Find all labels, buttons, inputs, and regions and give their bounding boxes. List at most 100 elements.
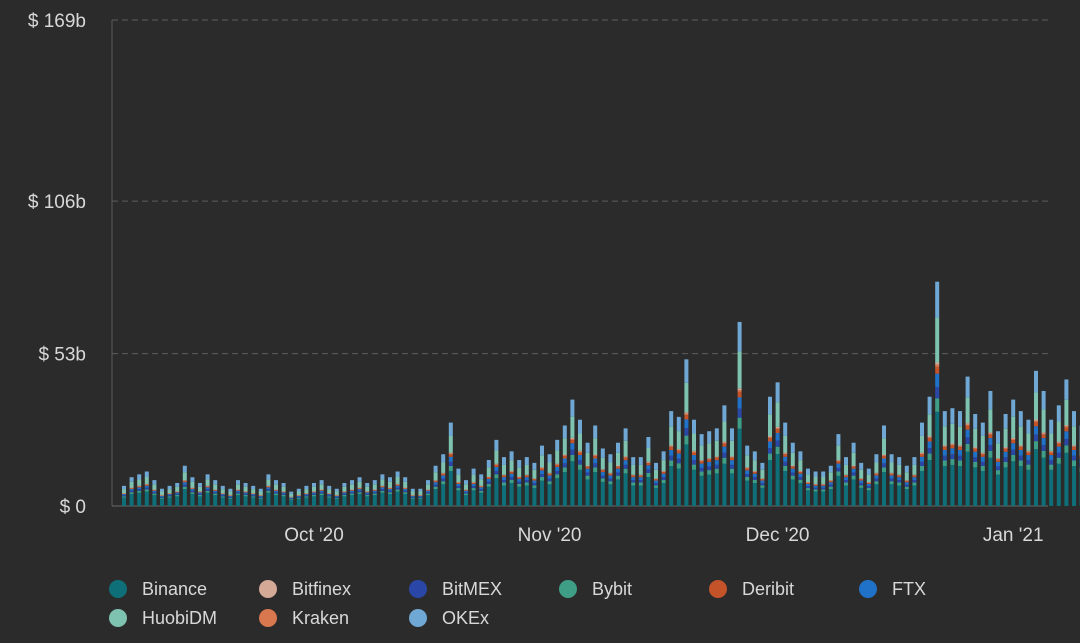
bar-segment-bitfinex (1072, 445, 1076, 447)
bar-segment-huobidm (441, 462, 446, 473)
legend-swatch (409, 580, 427, 598)
bar-segment-binance (471, 490, 476, 506)
bar-segment-ftx (304, 494, 309, 496)
legend-item[interactable]: Binance (109, 579, 207, 599)
bar-stack (927, 396, 932, 506)
bar-segment-okex (676, 416, 681, 432)
bar-segment-bybit (205, 490, 210, 493)
bar-segment-bitfinex (821, 483, 826, 485)
bar-segment-okex (692, 419, 696, 434)
bar-stack (365, 482, 370, 506)
bar-segment-ftx (935, 373, 940, 388)
bar-segment-kraken (1056, 442, 1061, 444)
bar-segment-binance (616, 479, 620, 506)
bar-segment-bitfinex (1064, 425, 1069, 427)
bar-segment-bitfinex (760, 478, 765, 479)
legend-item[interactable]: FTX (859, 579, 926, 599)
bar-segment-ftx (836, 463, 841, 468)
bar-segment-deribit (175, 491, 180, 493)
bar-segment-huobidm (175, 486, 180, 492)
bar-segment-okex (129, 477, 134, 482)
bar-segment-bitfinex (175, 491, 180, 492)
bar-stack (988, 390, 993, 506)
bar-segment-bybit (1011, 454, 1016, 462)
bar-segment-bitmex (958, 455, 962, 461)
bar-stack (980, 422, 985, 506)
bar-segment-bitfinex (676, 448, 681, 450)
bar-segment-bybit (350, 493, 354, 496)
legend-item[interactable]: Kraken (259, 608, 349, 628)
bar-segment-bitfinex (236, 489, 240, 490)
bar-stack (236, 480, 240, 506)
bar-segment-bitfinex (524, 474, 529, 476)
bar-segment-bitmex (730, 464, 734, 469)
bar-segment-binance (996, 474, 1000, 506)
bar-segment-huobidm (167, 489, 172, 494)
legend-item[interactable]: HuobiDM (109, 608, 217, 628)
bar-segment-deribit (585, 466, 590, 469)
bar-segment-kraken (760, 478, 765, 480)
bar-segment-ftx (236, 490, 240, 493)
bar-segment-huobidm (380, 479, 385, 486)
bar-segment-kraken (988, 433, 993, 435)
bar-stack (198, 482, 202, 506)
bar-stack (205, 474, 210, 506)
bar-segment-bybit (418, 497, 423, 499)
legend-item[interactable]: OKEx (409, 608, 489, 628)
bar-stack (540, 445, 544, 506)
bar-segment-kraken (958, 446, 962, 448)
bar-segment-okex (980, 422, 985, 436)
bar-segment-huobidm (806, 474, 810, 483)
bar-segment-deribit (752, 472, 757, 474)
bar-stack (730, 428, 734, 506)
bar-segment-deribit (737, 391, 742, 398)
bar-segment-bybit (509, 479, 514, 484)
bar-segment-binance (1034, 449, 1038, 506)
legend-item[interactable]: Bybit (559, 579, 632, 599)
bar-segment-ftx (752, 473, 757, 478)
bar-stack (836, 434, 841, 506)
bar-segment-okex (236, 480, 240, 485)
bar-segment-bybit (342, 494, 347, 497)
bar-stack (228, 488, 233, 506)
bar-segment-huobidm (654, 469, 658, 479)
bar-segment-deribit (912, 475, 917, 478)
bar-segment-ftx (296, 495, 301, 497)
bar-segment-bitmex (813, 487, 818, 490)
bar-segment-okex (593, 425, 598, 439)
bar-segment-bitmex (1064, 438, 1069, 446)
bar-segment-ftx (874, 475, 879, 479)
bar-stack (638, 457, 643, 506)
bar-segment-kraken (350, 489, 354, 491)
bar-segment-bybit (661, 479, 666, 484)
bar-segment-ftx (927, 441, 932, 449)
bar-segment-okex (806, 468, 810, 475)
bar-segment-ftx (410, 495, 415, 497)
bar-segment-okex (372, 480, 377, 485)
legend-item[interactable]: Bitfinex (259, 579, 351, 599)
bar-segment-okex (524, 457, 529, 465)
bar-segment-okex (441, 454, 446, 463)
bar-stack (752, 451, 757, 506)
bar-segment-okex (251, 485, 256, 490)
bar-segment-deribit (958, 447, 962, 451)
bar-segment-okex (912, 457, 917, 465)
bar-segment-bybit (874, 481, 879, 485)
bar-segment-huobidm (555, 450, 560, 464)
legend-item[interactable]: BitMEX (409, 579, 502, 599)
bar-stack (441, 454, 446, 506)
bar-segment-bitmex (851, 472, 856, 476)
bar-segment-binance (334, 498, 339, 506)
bar-segment-bitmex (555, 470, 560, 475)
bar-segment-binance (661, 483, 666, 506)
bar-segment-deribit (1056, 443, 1061, 447)
bar-segment-bitfinex (334, 494, 339, 496)
bar-segment-okex (654, 462, 658, 470)
bar-segment-binance (175, 496, 180, 506)
legend-item[interactable]: Deribit (709, 579, 794, 599)
bar-segment-okex (486, 459, 491, 468)
bar-segment-huobidm (714, 440, 719, 457)
bar-stack (646, 436, 651, 506)
bar-segment-bitmex (342, 493, 347, 495)
bar-segment-deribit (707, 459, 712, 462)
